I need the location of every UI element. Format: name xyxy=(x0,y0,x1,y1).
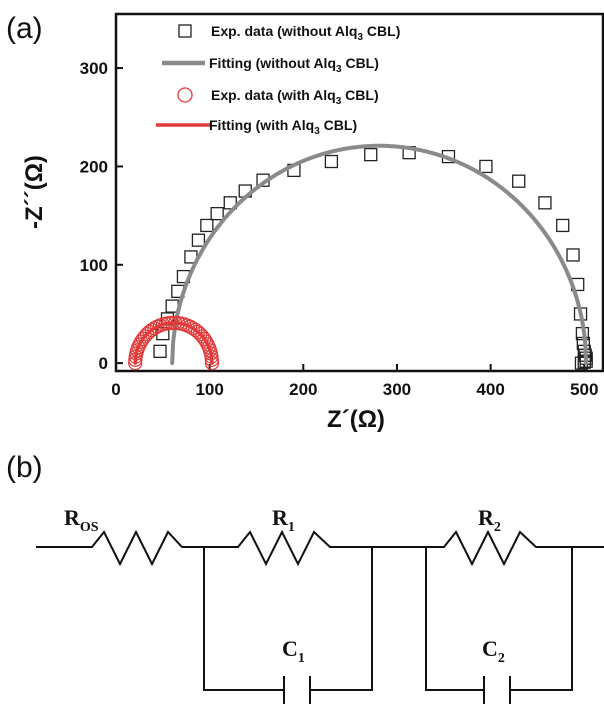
y-tick-label: 300 xyxy=(80,59,108,78)
wire-c1-right xyxy=(310,547,373,691)
data-point-square xyxy=(200,218,214,233)
data-point-square xyxy=(479,159,493,174)
data-point-square xyxy=(223,196,237,210)
r2-label: R2 xyxy=(478,505,501,535)
data-point-circle xyxy=(195,329,210,344)
panel-b-label: (b) xyxy=(6,451,43,484)
legend-label: Fitting (with Alq3 CBL) xyxy=(209,117,357,137)
data-point-square xyxy=(566,248,580,262)
x-tick-label: 300 xyxy=(383,380,411,399)
fit-line-with-cbl xyxy=(133,321,214,365)
impedance-plot: 0 100 200 300 400 500 0 100 200 300 Exp. data (wi… xyxy=(80,12,604,399)
x-tick-label: 500 xyxy=(570,380,598,399)
panel-a-label: (a) xyxy=(6,12,43,45)
data-point-square xyxy=(512,174,526,188)
data-point-square xyxy=(556,218,570,233)
legend-label: Exp. data (without Alq3 CBL) xyxy=(211,23,400,43)
wire-c2-right xyxy=(510,547,573,691)
x-tick-label: 400 xyxy=(476,380,504,399)
y-tick-label: 200 xyxy=(80,157,108,176)
wire-c2-left xyxy=(425,547,484,691)
legend-label: Exp. data (with Alq3 CBL) xyxy=(211,87,379,107)
resistor-r2 xyxy=(426,529,604,567)
series-layer xyxy=(128,143,593,371)
data-point-square xyxy=(191,233,206,247)
r1-label: R1 xyxy=(272,505,295,535)
resistor-r1 xyxy=(204,529,372,567)
x-tick-label: 0 xyxy=(111,380,120,399)
plot-frame xyxy=(114,12,604,373)
data-point-square xyxy=(538,196,552,210)
y-axis-label: -Z´´(Ω) xyxy=(21,155,48,229)
fit-line-without-cbl xyxy=(170,143,589,366)
resistor-r-os xyxy=(36,529,204,567)
data-point-square xyxy=(153,344,167,358)
data-point-square xyxy=(324,154,339,169)
equivalent-circuit: ROS R1 R2 C1 C2 xyxy=(36,505,604,704)
data-point-circle xyxy=(142,324,157,339)
data-point-square xyxy=(364,147,378,162)
legend-square-marker xyxy=(178,24,192,38)
legend-circle-marker xyxy=(177,87,193,103)
c1-label: C1 xyxy=(282,636,305,666)
y-tick-label: 0 xyxy=(99,354,108,373)
legend-label: Fitting (without Alq3 CBL) xyxy=(209,55,379,75)
legend: Exp. data (without Alq3 CBL) Fitting (wit… xyxy=(156,23,400,137)
x-tick-label: 200 xyxy=(289,380,317,399)
y-tick-label: 100 xyxy=(80,256,108,275)
c2-label: C2 xyxy=(482,636,505,666)
axis-ticks: 0 100 200 300 400 500 0 100 200 300 xyxy=(80,59,599,399)
data-point-square xyxy=(210,206,224,221)
x-axis-label: Z´(Ω) xyxy=(327,406,385,433)
x-tick-label: 100 xyxy=(195,380,223,399)
r-os-label: ROS xyxy=(64,505,99,535)
wire-c1-left xyxy=(203,547,284,691)
